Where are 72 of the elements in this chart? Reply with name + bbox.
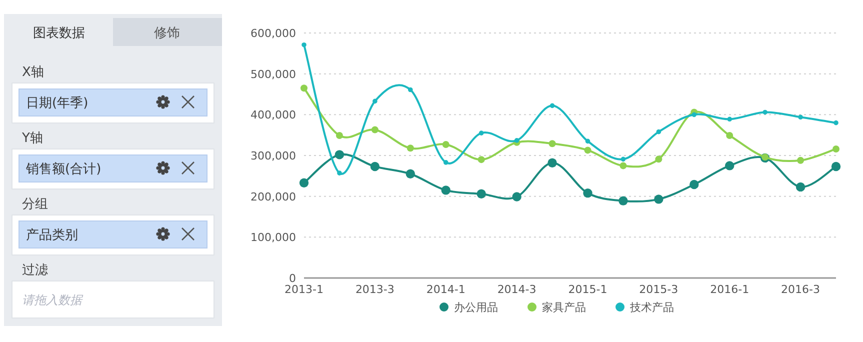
point xyxy=(406,144,414,152)
point xyxy=(618,196,628,206)
y-tick-label: 0 xyxy=(289,272,296,285)
x-tick-label: 2013-3 xyxy=(355,283,394,296)
point xyxy=(620,156,626,162)
point xyxy=(798,114,803,120)
text: 产品类别 xyxy=(26,228,78,243)
y-tick-label: 300,000 xyxy=(250,150,296,162)
point xyxy=(620,162,627,170)
point xyxy=(831,162,841,172)
legend-label: 办公用品 xyxy=(454,301,498,314)
point xyxy=(550,103,555,108)
legend-label: 家具产品 xyxy=(542,301,586,314)
point xyxy=(725,161,734,170)
point xyxy=(476,189,486,198)
point xyxy=(512,192,522,202)
point xyxy=(300,84,308,92)
point xyxy=(762,110,768,115)
text: X轴 xyxy=(22,65,44,80)
point xyxy=(692,112,697,118)
point xyxy=(656,129,662,134)
point xyxy=(548,158,557,168)
y-tick-label: 600,000 xyxy=(250,27,296,40)
point xyxy=(654,194,664,204)
point xyxy=(478,130,484,136)
text: 分组 xyxy=(22,197,48,212)
y-tick-label: 100,000 xyxy=(250,231,296,244)
text: 请拖入数据 xyxy=(22,293,84,307)
point xyxy=(585,138,590,144)
legend-label: 技术产品 xyxy=(629,301,674,314)
x-tick-label: 2014-1 xyxy=(426,283,466,296)
point xyxy=(583,188,592,198)
point xyxy=(832,145,840,152)
point xyxy=(334,150,344,160)
point xyxy=(406,169,415,178)
point xyxy=(337,170,342,176)
point xyxy=(441,186,450,195)
x-tick-label: 2015-1 xyxy=(568,283,608,296)
point xyxy=(299,178,309,188)
point xyxy=(834,120,838,126)
point xyxy=(548,140,556,148)
point xyxy=(726,132,734,139)
point xyxy=(443,160,448,165)
x-tick-label: 2016-3 xyxy=(781,283,820,296)
point xyxy=(796,182,806,192)
x-tick-label: 2014-3 xyxy=(497,283,536,296)
x-tick-label: 2016-1 xyxy=(710,283,750,296)
point xyxy=(690,180,699,190)
point xyxy=(584,146,592,154)
point xyxy=(797,156,804,164)
point xyxy=(655,156,662,163)
point xyxy=(370,162,380,172)
y-tick-label: 500,000 xyxy=(250,68,296,81)
point xyxy=(514,138,520,143)
point xyxy=(727,116,732,122)
text: 过滤 xyxy=(22,263,48,278)
point xyxy=(408,87,413,92)
y-tick-label: 400,000 xyxy=(250,108,296,122)
point xyxy=(478,156,485,164)
point xyxy=(372,98,378,104)
text: 日期(年季) xyxy=(26,96,88,111)
text: 修饰 xyxy=(154,26,180,41)
point xyxy=(302,42,306,48)
x-tick-label: 2015-3 xyxy=(639,283,678,296)
x-tick-label: 2013-1 xyxy=(284,283,324,296)
y-tick-label: 200,000 xyxy=(250,190,296,204)
point xyxy=(442,140,450,148)
text: Y轴 xyxy=(21,131,43,146)
point xyxy=(371,126,378,134)
point xyxy=(336,132,343,139)
text: 图表数据 xyxy=(33,26,85,41)
text: 销售额(合计) xyxy=(25,162,102,177)
